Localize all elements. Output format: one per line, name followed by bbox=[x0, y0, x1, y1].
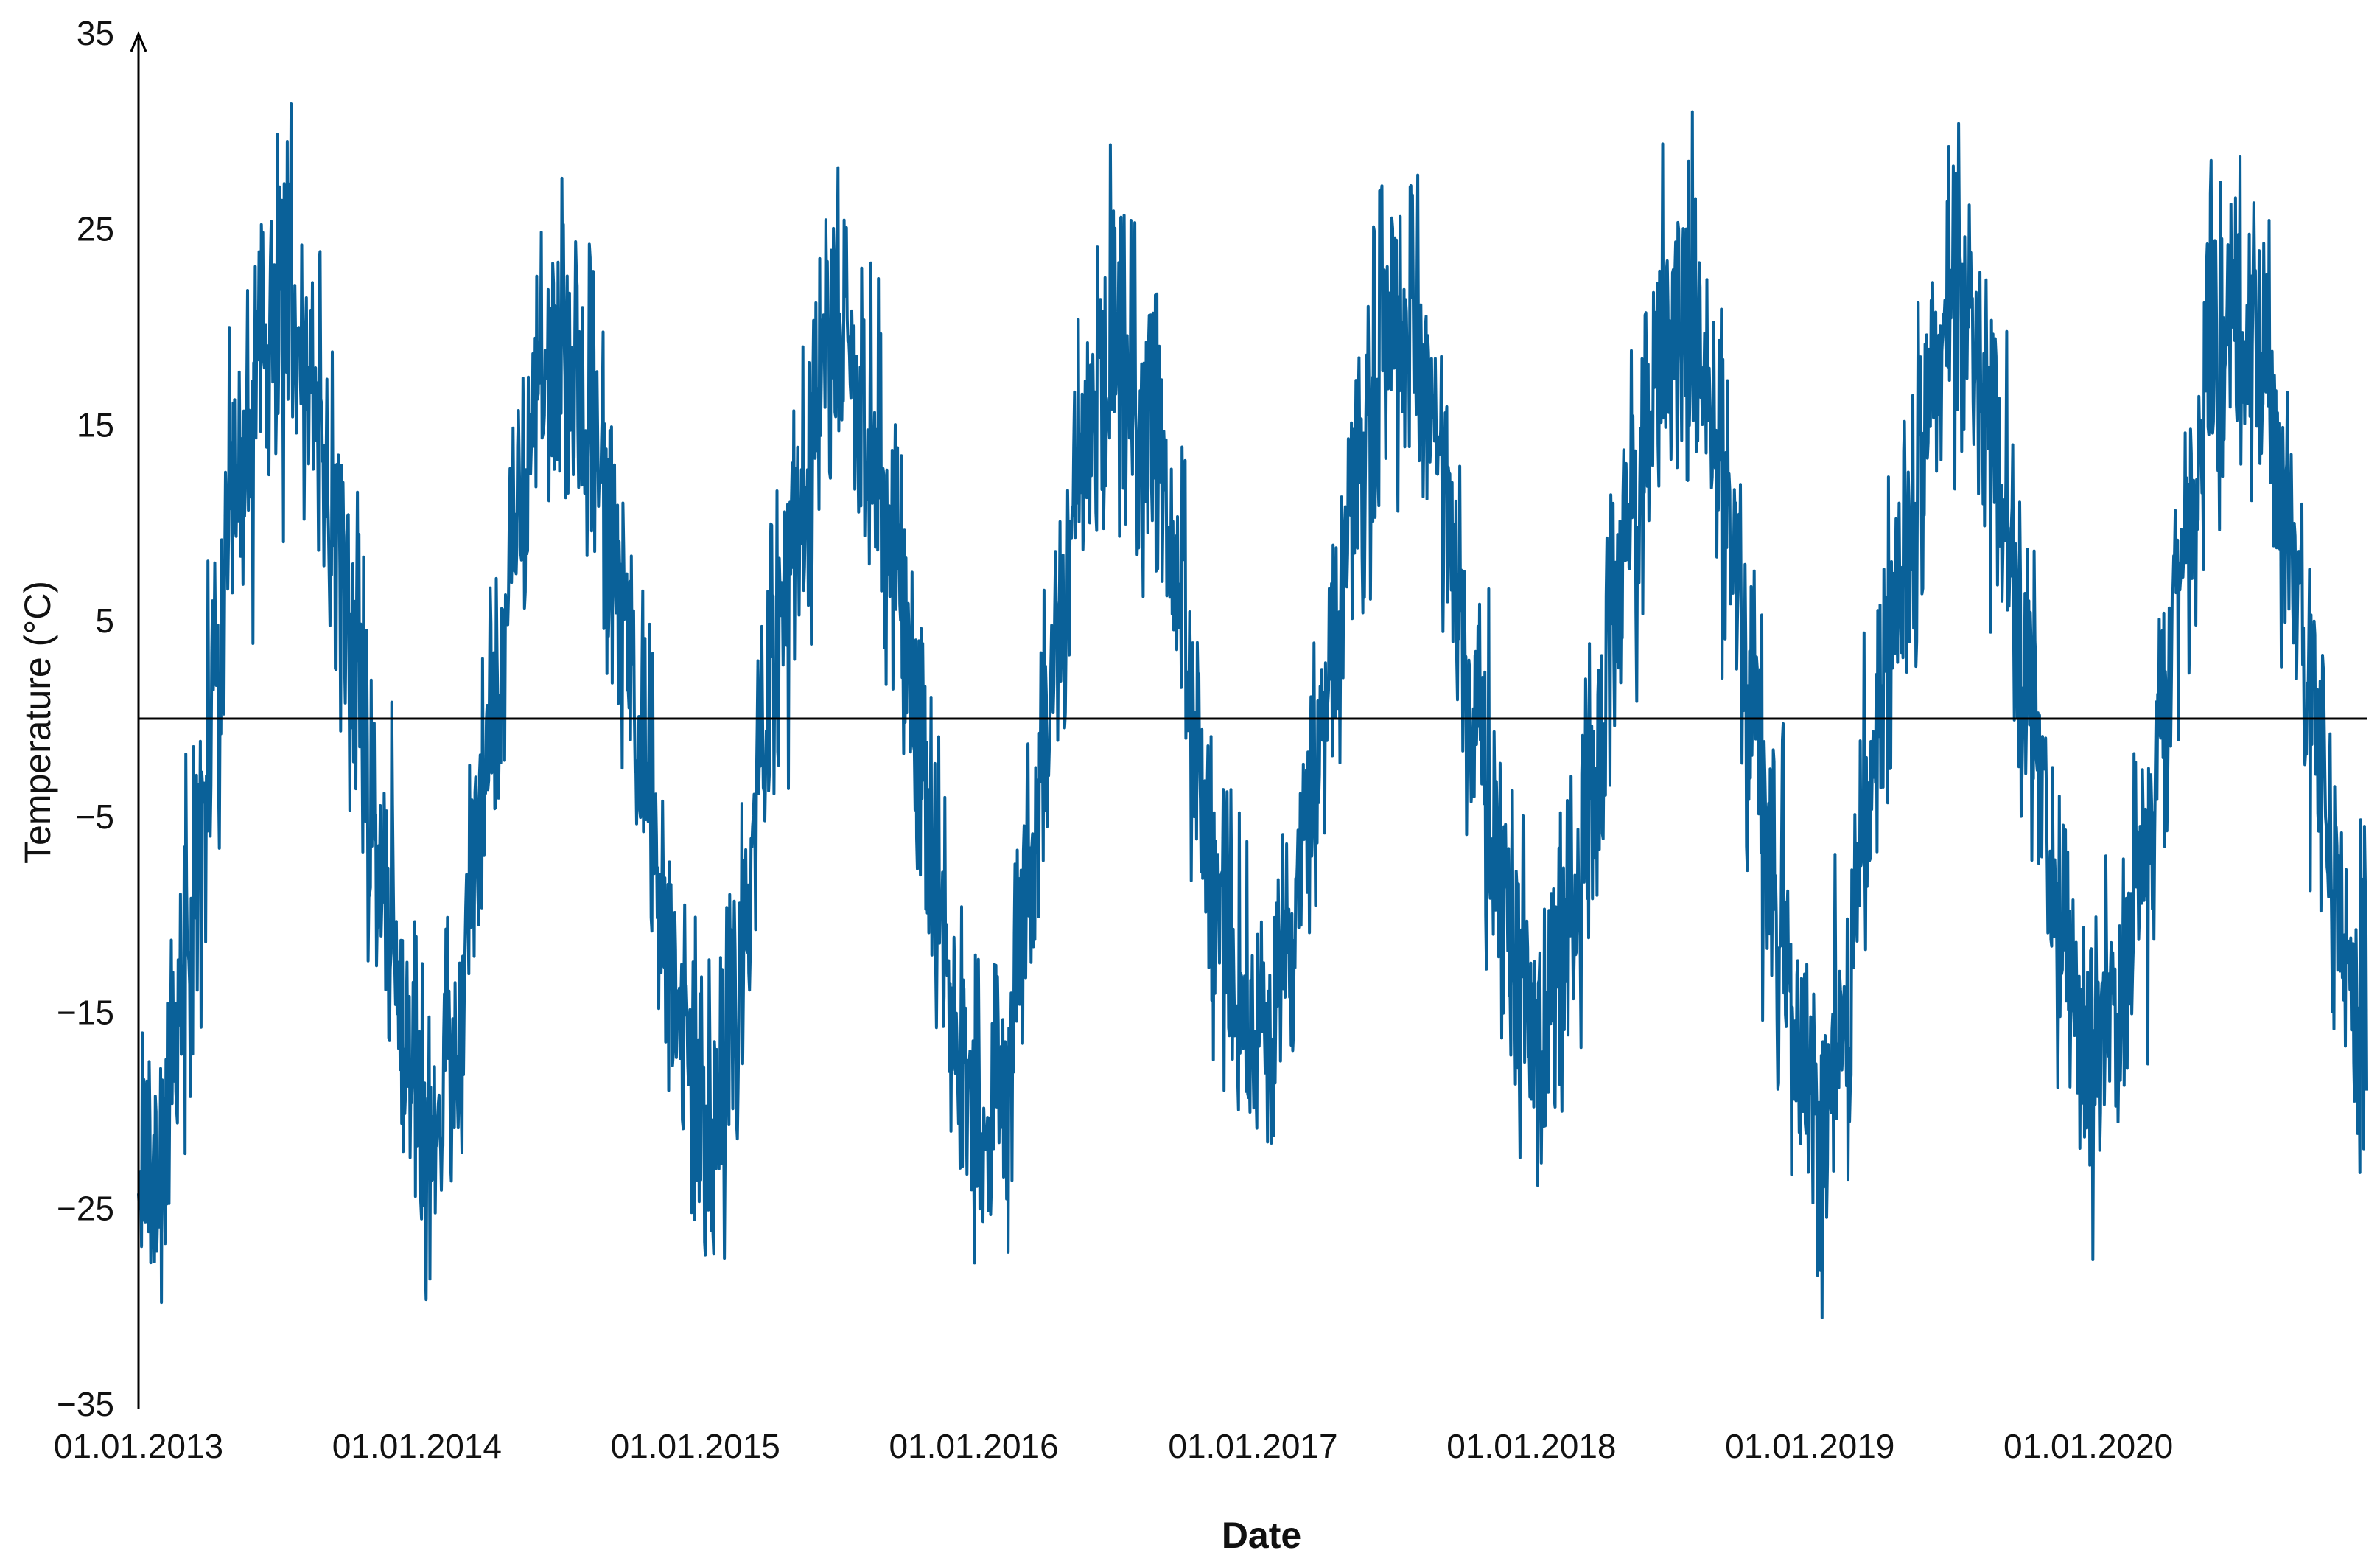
y-tick-label: 5 bbox=[95, 601, 114, 640]
y-tick-labels: 35 25 15 5 −5 −15 −25 −35 bbox=[57, 14, 114, 1423]
x-tick-labels: 01.01.2013 01.01.2014 01.01.2015 01.01.2016… bbox=[54, 1427, 2173, 1465]
y-tick-label: 15 bbox=[77, 405, 114, 444]
series-layer bbox=[137, 102, 2368, 1319]
y-tick-label: 25 bbox=[77, 210, 114, 248]
y-tick-label: −25 bbox=[57, 1189, 114, 1227]
y-tick-label: −35 bbox=[57, 1385, 114, 1423]
x-tick-label: 01.01.2017 bbox=[1168, 1427, 1337, 1465]
x-tick-label: 01.01.2019 bbox=[1725, 1427, 1894, 1465]
x-tick-label: 01.01.2016 bbox=[889, 1427, 1058, 1465]
x-tick-label: 01.01.2020 bbox=[2003, 1427, 2173, 1465]
x-tick-label: 01.01.2015 bbox=[611, 1427, 780, 1465]
x-tick-label: 01.01.2013 bbox=[54, 1427, 223, 1465]
x-tick-label: 01.01.2014 bbox=[332, 1427, 502, 1465]
y-axis-arrow bbox=[130, 31, 147, 52]
y-tick-label: −15 bbox=[57, 994, 114, 1032]
x-tick-label: 01.01.2018 bbox=[1446, 1427, 1616, 1465]
x-axis-title: Date bbox=[1222, 1515, 1301, 1556]
y-tick-label: −5 bbox=[76, 798, 114, 836]
y-axis-title: Temperature (°C) bbox=[17, 581, 58, 864]
y-tick-label: 35 bbox=[77, 14, 114, 52]
temperature-series-line bbox=[137, 102, 2368, 1319]
